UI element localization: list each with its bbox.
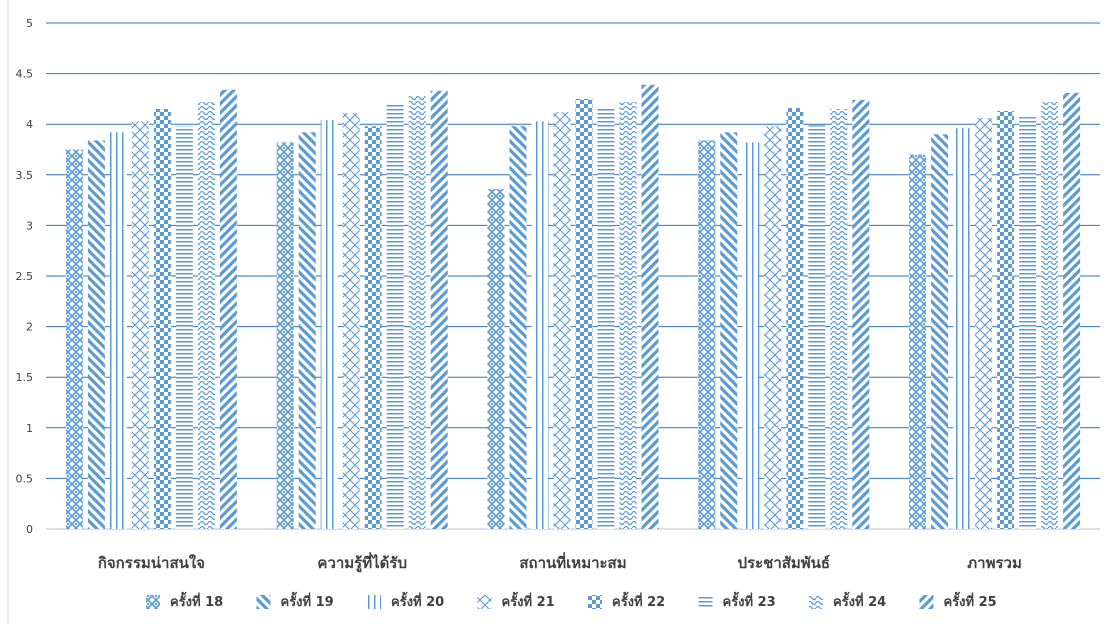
bar [487,189,505,529]
y-tick-label: 0.5 [16,472,34,485]
legend-swatch [588,595,602,609]
y-tick-label: 0 [26,523,33,536]
bar [575,98,593,530]
legend-item[interactable]: ครั้งที่ 21 [477,591,555,610]
x-category-label: ภาพรวม [967,554,1022,572]
legend-label: ครั้งที่ 19 [281,591,334,610]
bar [364,126,382,529]
y-axis-tick-labels: 0 0.5 1 1.5 2 2.5 3 3.5 4 4.5 5 [16,17,34,536]
bar [1041,101,1059,530]
x-category-label: สถานที่เหมาะสม [519,552,626,572]
legend-label: ครั้งที่ 20 [391,591,444,610]
legend-label: ครั้งที่ 25 [944,591,997,610]
bar [909,154,927,529]
bar [641,84,659,529]
legend-item[interactable]: ครั้งที่ 24 [809,591,886,610]
bar [109,132,127,530]
bar [276,142,294,529]
legend-label: ครั้งที่ 21 [502,591,555,610]
y-tick-label: 4.5 [16,68,34,81]
legend-swatch [698,595,713,609]
bar [975,118,993,529]
legend-item[interactable]: ครั้งที่ 19 [256,591,334,610]
bar-group [909,92,1081,530]
bar [1063,92,1081,530]
x-category-label: ประชาสัมพันธ์ [738,554,831,572]
bar [430,90,448,530]
bar [808,125,826,529]
y-tick-label: 2 [26,321,33,334]
bar [953,128,971,529]
bar [720,132,738,530]
legend-item[interactable]: ครั้งที่ 22 [588,591,665,610]
bar [219,89,237,530]
bar [619,101,637,530]
bar-group [698,99,870,530]
bar [509,126,527,529]
bar [1019,117,1037,529]
legend-swatch [256,595,271,609]
bar [553,112,571,529]
y-tick-label: 5 [26,17,33,30]
legend-swatch [809,595,823,609]
bar [698,140,716,529]
y-tick-label: 4 [26,118,33,131]
bar [764,126,782,529]
legend: ครั้งที่ 18 ครั้งที่ 19 ครั้งที่ 20 ครั้งที… [146,591,997,610]
bar [786,108,804,529]
bar-group [276,90,448,530]
legend-item[interactable]: ครั้งที่ 18 [146,591,223,610]
bar [175,126,193,529]
legend-swatch [477,595,492,609]
bar [931,134,949,530]
legend-label: ครั้งที่ 18 [170,591,223,610]
bar [131,121,149,529]
x-category-label: กิจกรรมน่าสนใจ [98,554,205,572]
y-tick-label: 3.5 [16,169,34,182]
y-tick-label: 1 [26,422,33,435]
bar [320,120,338,529]
bar [342,113,360,529]
bar [298,132,316,530]
bar-group [65,89,237,530]
bar [997,111,1015,529]
legend-swatch [919,595,934,609]
x-category-label: ความรู้ที่ได้รับ [317,552,407,573]
legend-item[interactable]: ครั้งที่ 20 [367,591,444,610]
y-tick-label: 3 [26,219,33,232]
bar [531,121,549,529]
y-tick-label: 2.5 [16,270,34,283]
bar [153,109,171,529]
bars [65,84,1081,530]
bar [197,101,215,530]
legend-label: ครั้งที่ 24 [833,591,886,610]
bar-group [487,84,659,530]
legend-label: ครั้งที่ 23 [723,591,776,610]
bar [830,109,848,529]
legend-item[interactable]: ครั้งที่ 23 [698,591,776,610]
bar [742,142,760,529]
legend-item[interactable]: ครั้งที่ 25 [919,591,997,610]
legend-swatch [146,595,160,609]
bar [386,104,404,529]
y-tick-label: 1.5 [16,371,34,384]
bar [87,140,105,529]
bar [65,149,83,529]
bar [852,99,870,530]
bar [597,108,615,529]
bar [408,95,426,530]
legend-label: ครั้งที่ 22 [612,591,665,610]
x-axis-category-labels: กิจกรรมน่าสนใจ ความรู้ที่ได้รับ สถานที่เหม… [98,552,1022,573]
legend-swatch [367,595,381,609]
